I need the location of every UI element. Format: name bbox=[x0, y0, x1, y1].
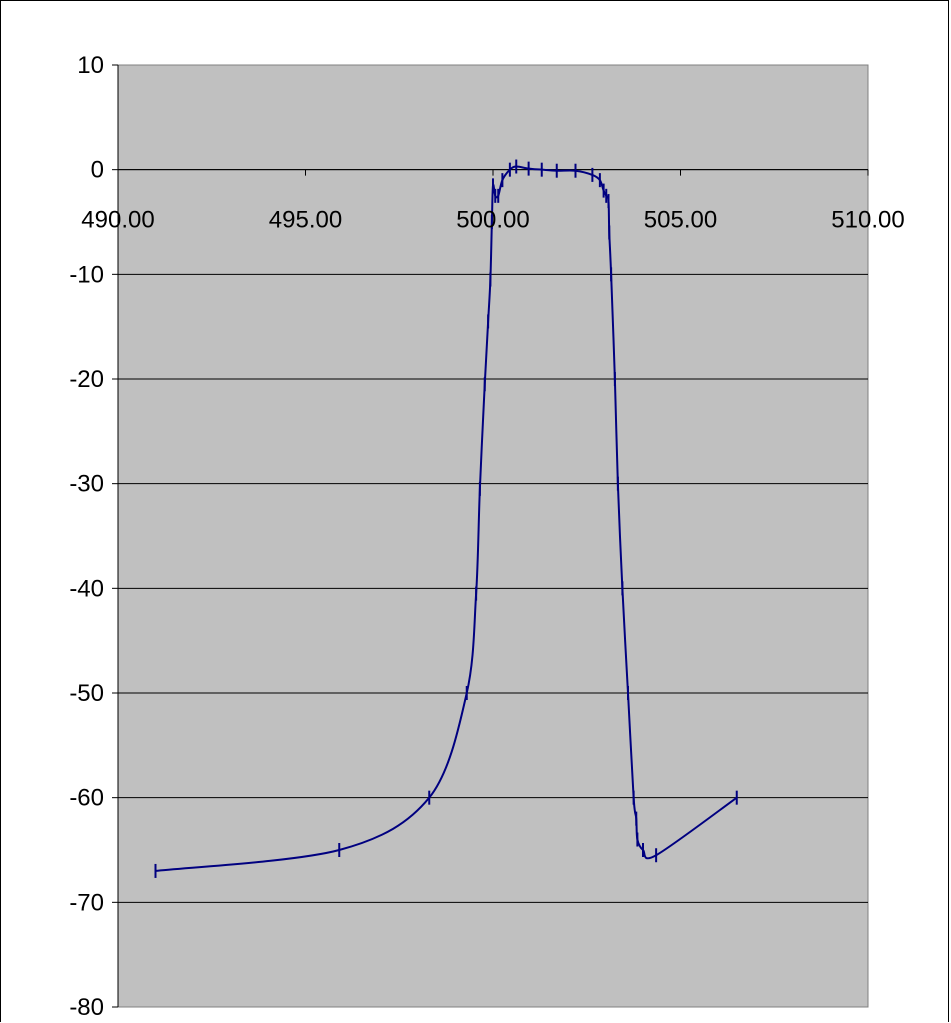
x-tick-label: 510.00 bbox=[831, 207, 904, 234]
x-tick-label: 490.00 bbox=[81, 207, 154, 234]
y-tick-label: 0 bbox=[91, 157, 104, 184]
axes bbox=[112, 64, 869, 1008]
plot-area bbox=[117, 64, 869, 1008]
x-tick-label: 505.00 bbox=[644, 207, 717, 234]
series-group bbox=[154, 159, 738, 878]
tick-labels: 10 0 -10 -20 -30 -40 -50 -60 -70 -80 490.00 495.00 5… bbox=[69, 52, 904, 1021]
x-tick-label: 495.00 bbox=[269, 207, 342, 234]
x-tick-label: 500.00 bbox=[456, 207, 529, 234]
y-tick-label: -40 bbox=[69, 575, 104, 602]
y-tick-label: -70 bbox=[69, 889, 104, 916]
y-tick-label: -20 bbox=[69, 366, 104, 393]
y-tick-label: -80 bbox=[69, 994, 104, 1021]
y-tick-label: -30 bbox=[69, 471, 104, 498]
y-tick-label: -10 bbox=[69, 261, 104, 288]
y-tick-label: 10 bbox=[77, 52, 104, 79]
y-tick-label: -50 bbox=[69, 680, 104, 707]
y-tick-label: -60 bbox=[69, 785, 104, 812]
